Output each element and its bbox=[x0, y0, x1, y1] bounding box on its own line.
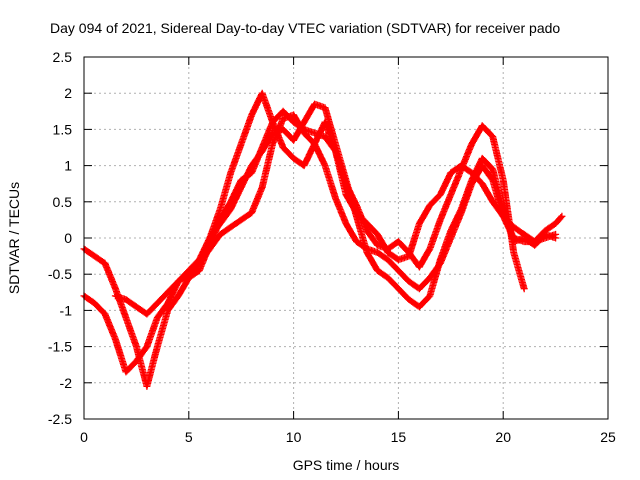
y-tick-label: 0.5 bbox=[53, 194, 73, 210]
x-tick-label: 0 bbox=[80, 429, 88, 445]
y-tick-label: 1 bbox=[64, 158, 72, 174]
grid-lines bbox=[84, 57, 608, 419]
y-tick-label: 2.5 bbox=[53, 49, 73, 65]
axis-ticks: 0 5 10 15 20 25 -2.5 -2 -1.5 -1 -0.5 0 0.5 1 1.5 2 2.5 bbox=[48, 49, 616, 445]
x-tick-label: 10 bbox=[286, 429, 302, 445]
y-tick-label: -1 bbox=[60, 302, 73, 318]
y-tick-label: -2.5 bbox=[48, 411, 72, 427]
x-tick-label: 5 bbox=[185, 429, 193, 445]
y-axis-label: SDTVAR / TECUs bbox=[6, 182, 22, 294]
series-track-3 bbox=[111, 111, 560, 318]
y-tick-label: 0 bbox=[64, 230, 72, 246]
x-tick-label: 25 bbox=[600, 429, 616, 445]
y-tick-label: 2 bbox=[64, 85, 72, 101]
y-tick-label: 1.5 bbox=[53, 121, 73, 137]
marker-path bbox=[206, 89, 566, 264]
x-tick-label: 20 bbox=[495, 429, 511, 445]
y-tick-label: -2 bbox=[60, 375, 73, 391]
marker-path bbox=[111, 111, 560, 318]
y-tick-label: -0.5 bbox=[48, 266, 72, 282]
y-tick-label: -1.5 bbox=[48, 339, 72, 355]
data-markers bbox=[80, 89, 566, 390]
chart-title: Day 094 of 2021, Sidereal Day-to-day VTE… bbox=[50, 20, 560, 36]
series-track-4 bbox=[206, 89, 566, 264]
x-tick-label: 15 bbox=[391, 429, 407, 445]
x-axis-label: GPS time / hours bbox=[293, 457, 400, 473]
